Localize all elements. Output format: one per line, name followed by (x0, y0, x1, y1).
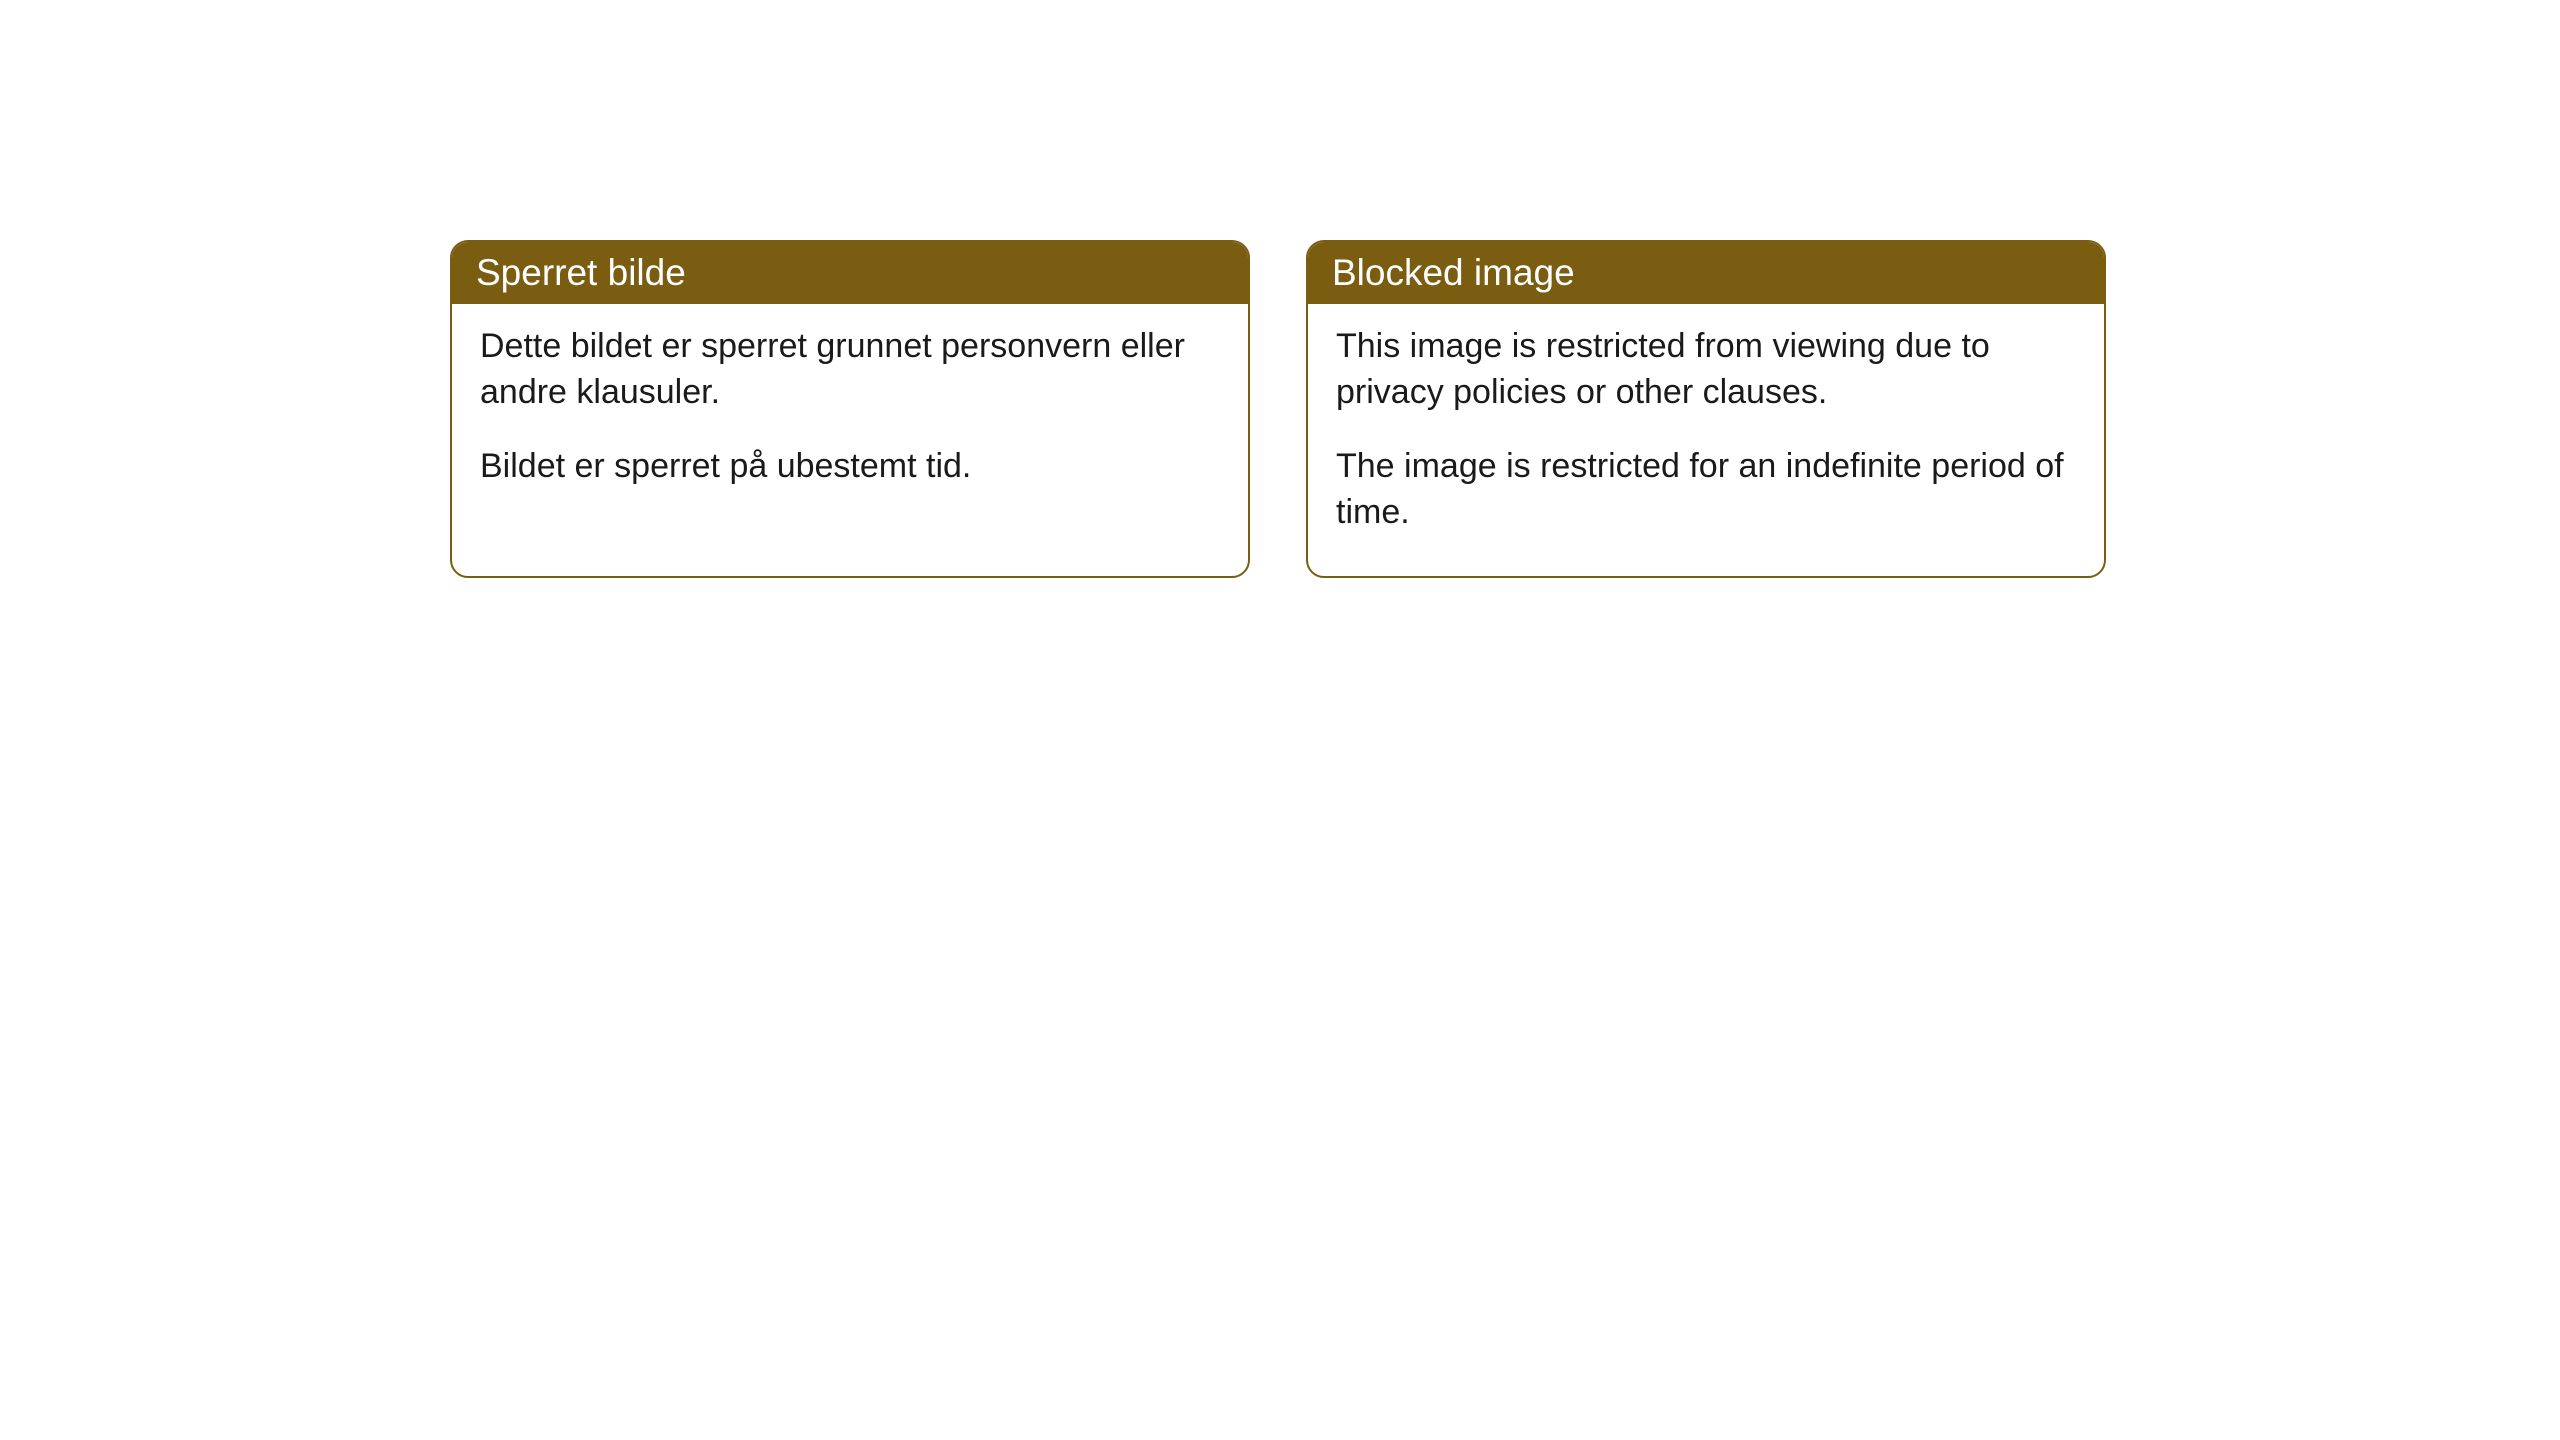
card-header-no: Sperret bilde (452, 242, 1248, 304)
blocked-image-card-no: Sperret bilde Dette bildet er sperret gr… (450, 240, 1250, 578)
card-paragraph: This image is restricted from viewing du… (1336, 324, 2076, 416)
card-paragraph: Bildet er sperret på ubestemt tid. (480, 444, 1220, 490)
card-body-no: Dette bildet er sperret grunnet personve… (452, 304, 1248, 530)
card-header-en: Blocked image (1308, 242, 2104, 304)
card-body-en: This image is restricted from viewing du… (1308, 304, 2104, 576)
card-paragraph: Dette bildet er sperret grunnet personve… (480, 324, 1220, 416)
card-paragraph: The image is restricted for an indefinit… (1336, 444, 2076, 536)
blocked-image-card-en: Blocked image This image is restricted f… (1306, 240, 2106, 578)
notice-container: Sperret bilde Dette bildet er sperret gr… (0, 0, 2560, 578)
